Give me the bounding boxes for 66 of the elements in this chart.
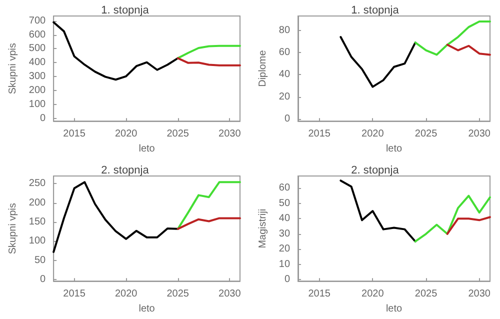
y-tick-label: 40 <box>278 212 290 224</box>
x-tick-label: 2025 <box>414 128 438 140</box>
y-tick-label: 200 <box>28 84 46 96</box>
y-tick-label: 20 <box>278 91 290 102</box>
line-series <box>52 180 179 252</box>
line-series <box>176 216 241 230</box>
y-tick-label: 600 <box>28 29 46 40</box>
y-tick-label: 10 <box>278 258 290 270</box>
y-tick-label: 80 <box>278 24 290 36</box>
line-series <box>52 21 179 81</box>
chart-title: 2. stopnja <box>351 164 400 176</box>
y-tick-label: 60 <box>278 182 290 194</box>
y-tick-label: 700 <box>28 15 46 26</box>
y-tick-label: 200 <box>28 196 46 208</box>
y-tick-label: 50 <box>278 197 290 208</box>
x-tick-label: 2025 <box>166 288 190 300</box>
y-tick-label: 0 <box>40 112 46 124</box>
x-tick-label: 2030 <box>218 128 242 140</box>
x-tick-label: 2025 <box>166 128 190 140</box>
line-series <box>340 36 416 88</box>
x-tick-label: 2020 <box>362 128 384 140</box>
x-axis-title: leto <box>138 303 156 314</box>
line-series <box>414 20 491 56</box>
x-tick-label: 2020 <box>114 128 138 140</box>
y-tick-label: 300 <box>28 71 46 82</box>
line-series <box>176 44 241 60</box>
x-tick-label: 2015 <box>63 288 86 300</box>
y-axis-title: Diplome <box>258 50 268 87</box>
y-tick-label: 400 <box>28 57 46 68</box>
line-series <box>414 194 491 242</box>
x-tick-label: 2030 <box>468 288 491 300</box>
y-tick-label: 100 <box>28 98 46 110</box>
x-axis-title: leto <box>386 144 403 154</box>
x-tick-label: 2030 <box>468 128 491 140</box>
line-series <box>446 44 491 56</box>
y-tick-label: 60 <box>278 47 290 58</box>
y-tick-label: 150 <box>28 216 46 228</box>
line-series <box>176 180 241 230</box>
x-axis-title: leto <box>138 144 156 154</box>
chart-title: 2. stopnja <box>101 164 150 176</box>
y-axis-title: Magistriji <box>258 208 268 248</box>
x-tick-label: 2015 <box>63 128 86 140</box>
y-axis-title: Skupni vpis <box>8 42 18 94</box>
x-tick-label: 2020 <box>362 288 384 300</box>
y-tick-label: 250 <box>28 178 46 189</box>
chart-title: 1. stopnja <box>101 4 150 16</box>
y-tick-label: 0 <box>40 274 46 285</box>
x-tick-label: 2030 <box>218 288 242 300</box>
x-tick-label: 2025 <box>414 288 438 300</box>
x-tick-label: 2020 <box>114 288 138 300</box>
chart-title: 1. stopnja <box>351 4 400 16</box>
y-tick-label: 50 <box>34 254 46 266</box>
y-tick-label: 500 <box>28 43 46 54</box>
x-axis-title: leto <box>386 303 403 314</box>
y-axis-title: Skupni vpis <box>8 202 18 254</box>
y-tick-label: 0 <box>284 274 290 285</box>
y-tick-label: 20 <box>278 243 290 254</box>
line-series <box>176 57 241 66</box>
y-tick-label: 100 <box>28 235 46 246</box>
x-tick-label: 2015 <box>308 288 331 300</box>
line-series <box>446 216 491 234</box>
y-tick-label: 30 <box>278 228 290 239</box>
x-tick-label: 2015 <box>308 128 331 140</box>
line-series <box>340 179 416 242</box>
y-tick-label: 0 <box>284 113 290 124</box>
y-tick-label: 40 <box>278 69 290 80</box>
